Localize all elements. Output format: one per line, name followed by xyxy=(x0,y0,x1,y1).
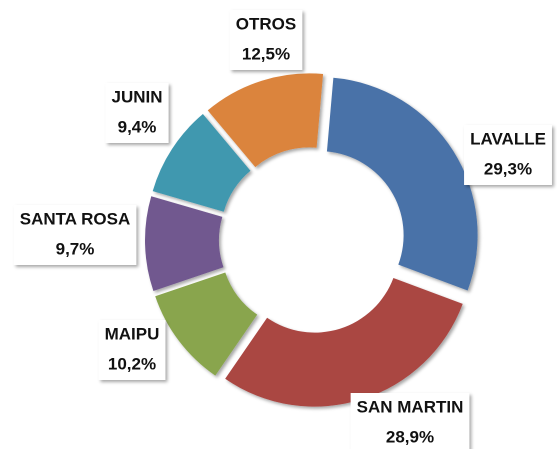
data-label: MAIPU 10,2% xyxy=(98,320,166,380)
value-label: 10,2% xyxy=(108,354,156,373)
slice xyxy=(152,114,251,212)
category-label: JUNIN xyxy=(111,87,162,106)
label-box xyxy=(105,83,169,143)
data-label: JUNIN 9,4% xyxy=(105,83,169,143)
label-box xyxy=(229,10,303,70)
value-label: 9,7% xyxy=(56,239,95,258)
category-label: SAN MARTIN xyxy=(357,397,464,416)
value-label: 9,4% xyxy=(118,117,157,136)
labels: LAVALLE 29,3% SAN MARTIN 28,9% MAIPU 10,2% SAN… xyxy=(13,10,552,449)
category-label: OTROS xyxy=(236,14,296,33)
label-box xyxy=(350,393,470,449)
slice xyxy=(207,73,324,168)
slice xyxy=(225,277,463,407)
value-label: 28,9% xyxy=(386,427,434,446)
label-box xyxy=(464,125,552,185)
data-label: SAN MARTIN 28,9% xyxy=(350,393,470,449)
slice xyxy=(326,77,478,291)
label-box xyxy=(98,320,166,380)
slice xyxy=(155,272,258,376)
category-label: MAIPU xyxy=(105,324,160,343)
data-label: SANTA ROSA 9,7% xyxy=(13,205,137,265)
slices xyxy=(145,73,478,407)
category-label: SANTA ROSA xyxy=(20,209,131,228)
category-label: LAVALLE xyxy=(470,129,546,148)
slice xyxy=(145,196,224,292)
data-label: OTROS 12,5% xyxy=(229,10,303,70)
value-label: 12,5% xyxy=(242,44,290,63)
label-box xyxy=(13,205,137,265)
value-label: 29,3% xyxy=(484,159,532,178)
data-label: LAVALLE 29,3% xyxy=(464,125,552,185)
